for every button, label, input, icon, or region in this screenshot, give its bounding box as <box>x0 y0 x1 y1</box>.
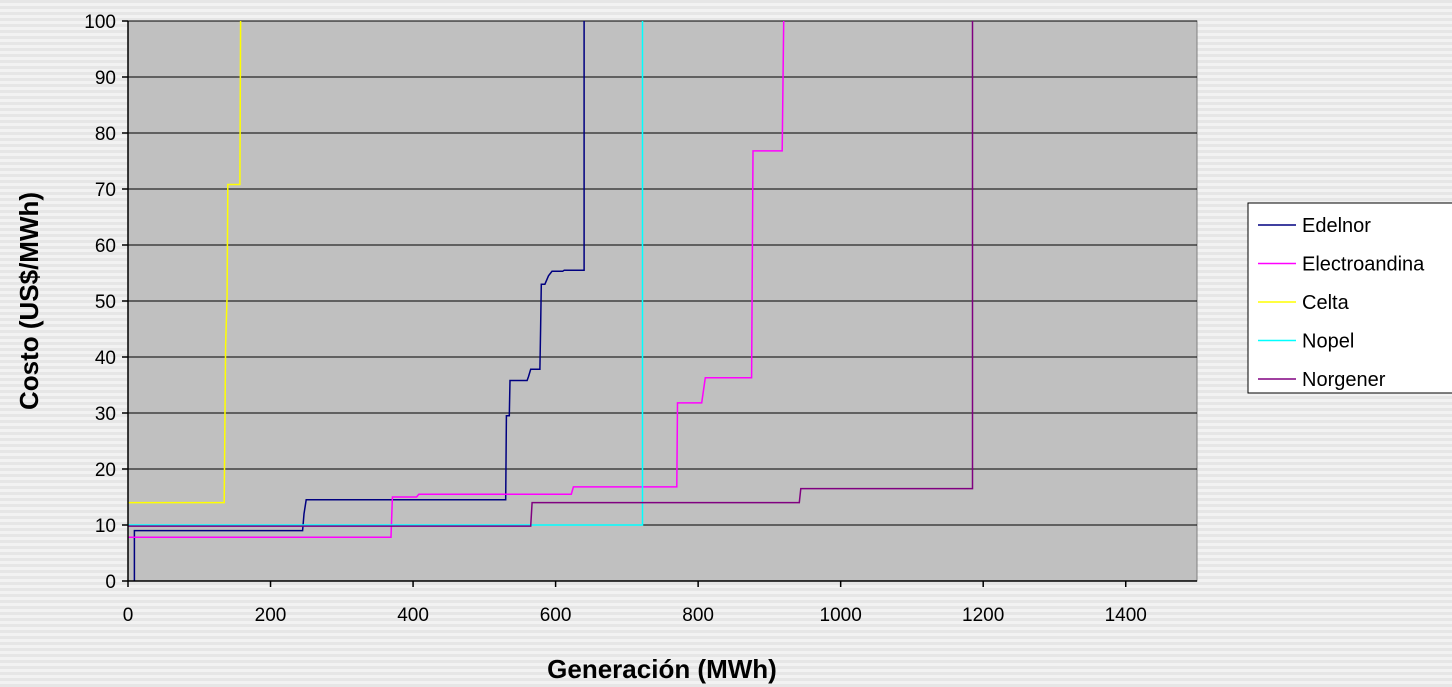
legend-label: Celta <box>1302 292 1350 314</box>
x-tick-label: 800 <box>682 605 714 626</box>
series-line-nopel <box>128 21 644 526</box>
y-tick-label: 20 <box>95 460 116 481</box>
x-tick-label: 200 <box>255 605 287 626</box>
y-axis-title: Costo (US$/MWh) <box>14 192 44 410</box>
series-line-edelnor <box>133 21 585 581</box>
series-lines <box>128 20 974 581</box>
series-line-celta <box>128 20 242 504</box>
y-tick-label: 50 <box>95 292 116 313</box>
legend-label: Nopel <box>1302 331 1354 353</box>
y-tick-label: 10 <box>95 516 116 537</box>
x-axis-title: Generación (MWh) <box>547 654 777 684</box>
x-tick-label: 1000 <box>820 605 862 626</box>
legend-label: Electroandina <box>1302 254 1425 276</box>
y-axis-ticks: 0 10 20 30 40 50 60 70 80 90 100 <box>84 12 128 593</box>
x-tick-label: 0 <box>123 605 134 626</box>
y-tick-label: 70 <box>95 180 116 201</box>
legend: Edelnor Electroandina Celta Nopel Norgener <box>1247 202 1452 394</box>
x-tick-label: 400 <box>397 605 429 626</box>
x-axis-ticks: 0 200 400 600 800 1000 1200 1400 <box>123 581 1147 626</box>
series-line-electroandina <box>128 20 785 539</box>
y-tick-label: 40 <box>95 348 116 369</box>
legend-label: Norgener <box>1302 369 1386 391</box>
series-line-norgener <box>128 21 974 527</box>
y-tick-label: 60 <box>95 236 116 257</box>
legend-box <box>1247 202 1452 394</box>
y-tick-label: 80 <box>95 124 116 145</box>
y-tick-label: 30 <box>95 404 116 425</box>
x-tick-label: 600 <box>540 605 572 626</box>
y-tick-label: 0 <box>105 572 116 593</box>
y-tick-label: 100 <box>84 12 116 33</box>
x-tick-label: 1200 <box>962 605 1004 626</box>
y-tick-label: 90 <box>95 68 116 89</box>
x-tick-label: 1400 <box>1105 605 1147 626</box>
legend-label: Edelnor <box>1302 215 1371 237</box>
